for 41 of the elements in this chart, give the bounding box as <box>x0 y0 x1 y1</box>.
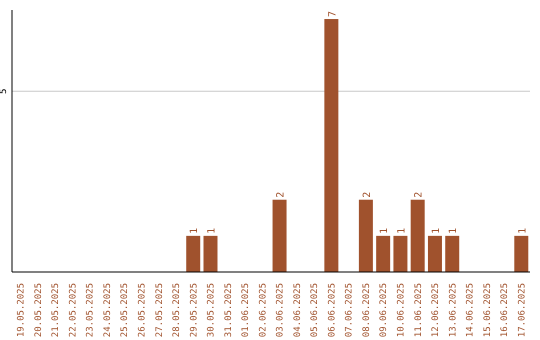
x-tick-label: 20.05.2025 <box>34 283 44 338</box>
data-label: 1 <box>448 228 460 234</box>
x-tick-label: 31.05.2025 <box>224 283 234 338</box>
x-tick-label: 04.06.2025 <box>292 283 303 338</box>
data-label: 1 <box>379 228 390 234</box>
data-label: 1 <box>206 228 218 234</box>
x-tick-label: 10.06.2025 <box>396 283 406 338</box>
x-tick-label: 08.06.2025 <box>362 283 372 338</box>
data-label: 2 <box>362 192 373 198</box>
x-tick-label: 27.05.2025 <box>154 283 165 338</box>
x-tick-label: 15.06.2025 <box>482 283 493 338</box>
x-tick-label: 28.05.2025 <box>172 283 182 338</box>
x-tick-label: 07.06.2025 <box>344 283 355 338</box>
data-label: 1 <box>396 228 408 234</box>
x-tick-label: 16.06.2025 <box>500 283 510 338</box>
data-label: 1 <box>517 228 528 234</box>
x-tick-label: 22.05.2025 <box>68 283 78 338</box>
x-tick-label: 21.05.2025 <box>51 283 62 338</box>
x-tick-label: 05.06.2025 <box>310 283 320 338</box>
data-label: 1 <box>189 228 200 234</box>
x-tick-label: 23.05.2025 <box>86 283 96 338</box>
x-tick-label: 01.06.2025 <box>241 283 252 338</box>
data-label: 2 <box>276 192 287 198</box>
x-tick-label: 24.05.2025 <box>102 283 113 338</box>
x-tick-label: 12.06.2025 <box>431 283 442 338</box>
data-label: 7 <box>327 11 338 18</box>
x-tick-label: 06.06.2025 <box>327 283 338 338</box>
x-tick-label: 09.06.2025 <box>379 283 390 338</box>
x-tick-label: 13.06.2025 <box>448 283 458 338</box>
x-tick-label: 03.06.2025 <box>276 283 286 338</box>
x-tick-label: 11.06.2025 <box>414 283 424 338</box>
x-tick-label: 26.05.2025 <box>138 283 148 338</box>
x-tick-label: 14.06.2025 <box>466 283 476 338</box>
x-tick-label: 30.05.2025 <box>206 283 217 338</box>
x-tick-label: 25.05.2025 <box>120 283 130 338</box>
data-label: 1 <box>430 228 442 234</box>
x-tick-label: 29.05.2025 <box>189 283 200 338</box>
x-tick-label: 02.06.2025 <box>258 283 268 338</box>
data-label: 2 <box>414 192 425 198</box>
x-tick-label: 17.06.2025 <box>517 283 528 338</box>
x-tick-label: 19.05.2025 <box>16 283 27 338</box>
